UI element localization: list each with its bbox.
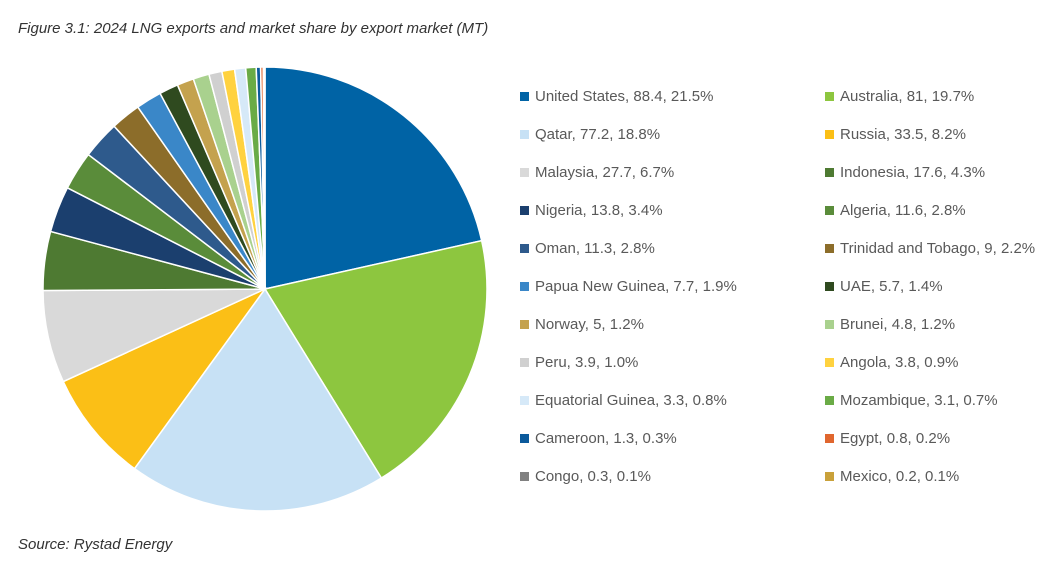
pie-slice-qatar	[133, 287, 383, 512]
legend-swatch	[520, 282, 529, 291]
legend-swatch	[825, 92, 834, 101]
legend-item-oman: Oman, 11.3, 2.8%	[520, 240, 655, 257]
pie-chart	[42, 66, 488, 512]
legend-item-equatorial-guinea: Equatorial Guinea, 3.3, 0.8%	[520, 392, 727, 409]
legend-item-indonesia: Indonesia, 17.6, 4.3%	[825, 164, 985, 181]
legend-label: Congo, 0.3, 0.1%	[535, 468, 651, 485]
legend-label: Equatorial Guinea, 3.3, 0.8%	[535, 392, 727, 409]
legend-item-angola: Angola, 3.8, 0.9%	[825, 354, 958, 371]
legend-label: Russia, 33.5, 8.2%	[840, 126, 966, 143]
legend-label: UAE, 5.7, 1.4%	[840, 278, 943, 295]
legend-label: Algeria, 11.6, 2.8%	[840, 202, 966, 219]
legend-swatch	[825, 206, 834, 215]
legend-swatch	[825, 130, 834, 139]
legend-label: Norway, 5, 1.2%	[535, 316, 644, 333]
legend-label: Cameroon, 1.3, 0.3%	[535, 430, 677, 447]
legend-item-malaysia: Malaysia, 27.7, 6.7%	[520, 164, 674, 181]
legend-item-united-states: United States, 88.4, 21.5%	[520, 88, 713, 105]
legend-swatch	[520, 358, 529, 367]
figure-title: Figure 3.1: 2024 LNG exports and market …	[18, 20, 489, 37]
legend-item-papua-new-guinea: Papua New Guinea, 7.7, 1.9%	[520, 278, 737, 295]
legend-item-australia: Australia, 81, 19.7%	[825, 88, 974, 105]
legend-item-nigeria: Nigeria, 13.8, 3.4%	[520, 202, 663, 219]
legend-item-trinidad-and-tobago: Trinidad and Tobago, 9, 2.2%	[825, 240, 1035, 257]
legend-swatch	[520, 130, 529, 139]
legend-label: Qatar, 77.2, 18.8%	[535, 126, 661, 143]
legend-label: Mexico, 0.2, 0.1%	[840, 468, 960, 485]
legend-label: Peru, 3.9, 1.0%	[535, 354, 639, 371]
legend-item-norway: Norway, 5, 1.2%	[520, 316, 644, 333]
legend-label: Mozambique, 3.1, 0.7%	[840, 392, 998, 409]
legend-swatch	[825, 244, 834, 253]
legend-item-algeria: Algeria, 11.6, 2.8%	[825, 202, 966, 219]
legend-label: Papua New Guinea, 7.7, 1.9%	[535, 278, 737, 295]
legend-item-uae: UAE, 5.7, 1.4%	[825, 278, 943, 295]
legend-swatch	[825, 168, 834, 177]
pie-slice-russia	[62, 287, 268, 470]
pie-slice-united-states	[264, 66, 483, 290]
pie-slice-australia	[263, 239, 488, 480]
legend-item-mexico: Mexico, 0.2, 0.1%	[825, 468, 959, 485]
legend-label: Trinidad and Tobago, 9, 2.2%	[840, 240, 1036, 257]
legend-item-qatar: Qatar, 77.2, 18.8%	[520, 126, 660, 143]
legend-swatch	[825, 282, 834, 291]
legend-label: Australia, 81, 19.7%	[840, 88, 975, 105]
legend-item-brunei: Brunei, 4.8, 1.2%	[825, 316, 955, 333]
legend-swatch	[825, 434, 834, 443]
legend-item-cameroon: Cameroon, 1.3, 0.3%	[520, 430, 677, 447]
legend-label: Nigeria, 13.8, 3.4%	[535, 202, 663, 219]
legend-swatch	[825, 396, 834, 405]
legend-swatch	[520, 434, 529, 443]
legend-label: Oman, 11.3, 2.8%	[535, 240, 655, 257]
legend-swatch	[825, 358, 834, 367]
legend-swatch	[520, 244, 529, 253]
legend-item-peru: Peru, 3.9, 1.0%	[520, 354, 638, 371]
legend-swatch	[520, 472, 529, 481]
legend-label: United States, 88.4, 21.5%	[535, 88, 714, 105]
legend-swatch	[520, 168, 529, 177]
pie-slice-mexico	[263, 66, 266, 290]
source-note: Source: Rystad Energy	[18, 536, 173, 553]
legend-swatch	[520, 396, 529, 405]
legend-swatch	[825, 472, 834, 481]
legend-swatch	[520, 206, 529, 215]
legend-label: Brunei, 4.8, 1.2%	[840, 316, 956, 333]
legend-label: Indonesia, 17.6, 4.3%	[840, 164, 986, 181]
legend-swatch	[520, 92, 529, 101]
legend-item-egypt: Egypt, 0.8, 0.2%	[825, 430, 950, 447]
legend-label: Angola, 3.8, 0.9%	[840, 354, 959, 371]
legend-swatch	[825, 320, 834, 329]
legend-item-russia: Russia, 33.5, 8.2%	[825, 126, 966, 143]
legend-label: Malaysia, 27.7, 6.7%	[535, 164, 675, 181]
legend-label: Egypt, 0.8, 0.2%	[840, 430, 951, 447]
legend-item-mozambique: Mozambique, 3.1, 0.7%	[825, 392, 998, 409]
legend-swatch	[520, 320, 529, 329]
legend-item-congo: Congo, 0.3, 0.1%	[520, 468, 651, 485]
